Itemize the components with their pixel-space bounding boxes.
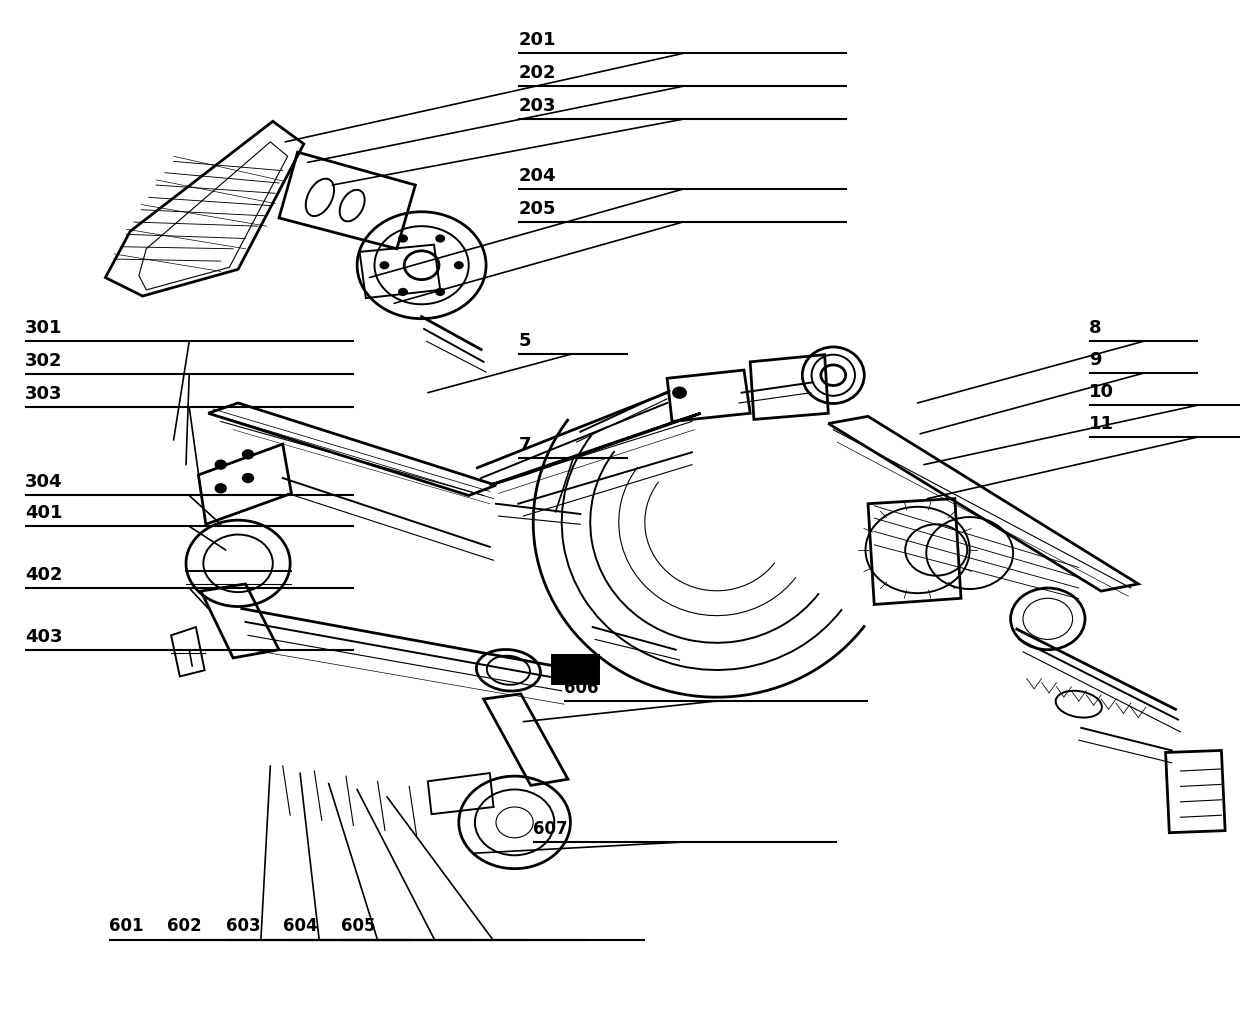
Circle shape [435, 288, 445, 296]
Text: 8: 8 [1089, 319, 1101, 337]
Text: 604: 604 [283, 917, 317, 935]
Text: 402: 402 [25, 565, 62, 584]
Text: 9: 9 [1089, 351, 1101, 369]
Text: 302: 302 [25, 352, 62, 370]
Circle shape [398, 234, 408, 243]
Text: 205: 205 [518, 199, 556, 218]
Circle shape [242, 449, 254, 460]
Text: 201: 201 [518, 31, 556, 49]
Text: 605: 605 [341, 917, 376, 935]
Text: 403: 403 [25, 627, 62, 646]
FancyBboxPatch shape [552, 655, 599, 684]
Text: 601: 601 [109, 917, 144, 935]
Circle shape [672, 387, 687, 399]
Text: 5: 5 [518, 331, 531, 350]
Text: 11: 11 [1089, 414, 1114, 433]
Text: 204: 204 [518, 167, 556, 185]
Text: 202: 202 [518, 64, 556, 82]
Circle shape [398, 288, 408, 296]
Text: 606: 606 [564, 678, 599, 697]
Text: 301: 301 [25, 319, 62, 337]
Circle shape [379, 261, 389, 269]
Circle shape [215, 460, 227, 470]
Text: 303: 303 [25, 384, 62, 403]
Text: 7: 7 [518, 436, 531, 454]
Text: 304: 304 [25, 473, 62, 491]
Text: 607: 607 [533, 819, 568, 838]
Circle shape [215, 483, 227, 493]
Text: 401: 401 [25, 504, 62, 522]
Text: 203: 203 [518, 97, 556, 115]
Circle shape [242, 473, 254, 483]
Circle shape [454, 261, 464, 269]
Circle shape [435, 234, 445, 243]
Text: 10: 10 [1089, 382, 1114, 401]
Text: 602: 602 [167, 917, 202, 935]
Text: 603: 603 [226, 917, 260, 935]
